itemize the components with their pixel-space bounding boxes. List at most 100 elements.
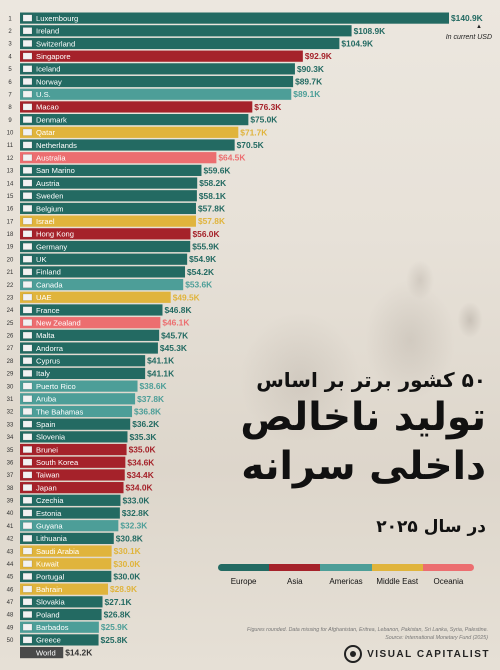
rank-number: 30	[7, 384, 14, 390]
bar-japan	[20, 482, 124, 494]
flag-icon	[22, 331, 33, 339]
value-label: $14.2K	[65, 648, 92, 658]
bar-luxembourg	[20, 12, 449, 24]
flag-icon	[22, 230, 33, 238]
value-label: $92.9K	[305, 51, 332, 61]
flag-icon	[22, 344, 33, 352]
bar-macao	[20, 101, 253, 113]
value-label: $55.9K	[192, 242, 219, 252]
value-label: $53.6K	[185, 280, 212, 290]
value-label: $75.0K	[250, 115, 277, 125]
rank-number: 47	[7, 600, 14, 606]
country-label: Hong Kong	[36, 230, 74, 239]
legend-swatch-americas	[320, 564, 372, 571]
flag-icon	[22, 90, 33, 98]
rank-number: 11	[7, 143, 14, 149]
bar-ireland	[20, 25, 352, 37]
value-label: $54.9K	[189, 254, 216, 264]
value-label: $64.5K	[218, 153, 245, 163]
rank-number: 39	[7, 499, 14, 505]
flag-icon	[22, 78, 33, 85]
bar-singapore	[20, 50, 303, 62]
bar-germany	[20, 240, 191, 253]
country-label: Israel	[36, 217, 55, 226]
rank-number: 35	[7, 448, 14, 454]
value-label: $37.8K	[137, 394, 164, 404]
bar-guyana	[20, 520, 119, 532]
value-label: $30.0K	[113, 559, 140, 569]
value-label: $27.1K	[105, 597, 132, 607]
rank-number: 20	[7, 257, 14, 263]
legend-label-oceania: Oceania	[433, 577, 464, 586]
rank-number: 45	[7, 575, 14, 581]
rank-number: 31	[7, 397, 14, 403]
value-label: $41.1K	[147, 368, 174, 378]
country-label: Qatar	[36, 128, 55, 137]
value-label: $89.1K	[293, 89, 320, 99]
rank-number: 46	[7, 587, 14, 593]
bar-world	[20, 647, 64, 659]
flag-icon	[22, 458, 33, 466]
flag-icon	[22, 572, 33, 580]
country-label: Spain	[36, 420, 55, 429]
country-label: Norway	[36, 77, 62, 86]
rank-number: 36	[7, 460, 14, 466]
rank-number: 41	[7, 524, 14, 530]
rank-number: 25	[7, 321, 14, 327]
rank-number: 16	[7, 207, 14, 213]
rank-number: 29	[7, 372, 14, 378]
country-label: The Bahamas	[36, 407, 83, 416]
legend-swatch-middle-east	[371, 564, 423, 571]
value-label: $57.8K	[198, 216, 225, 226]
value-label: $34.0K	[126, 483, 153, 493]
flag-icon	[22, 560, 33, 568]
flag-icon	[22, 217, 33, 225]
country-label: Slovakia	[36, 598, 65, 607]
bar-san-marino	[20, 164, 202, 176]
bar-france	[20, 304, 163, 316]
value-label: $46.8K	[164, 305, 191, 315]
bar-switzerland	[20, 37, 340, 50]
value-label: $38.6K	[140, 381, 167, 391]
bar-barbados	[20, 621, 99, 633]
flag-icon	[22, 407, 33, 415]
value-label: $35.3K	[129, 432, 156, 442]
flag-icon	[22, 623, 33, 631]
flag-icon	[22, 243, 33, 250]
visual-capitalist-logo-icon	[344, 645, 363, 663]
bar-andorra	[20, 342, 158, 354]
country-label: Luxembourg	[36, 14, 78, 23]
country-label: France	[36, 306, 60, 315]
country-label: Singapore	[36, 52, 71, 61]
bar-czechia	[20, 494, 121, 506]
value-label: $104.9K	[341, 38, 373, 48]
bar-lithuania	[20, 532, 114, 544]
rank-number: 24	[7, 308, 14, 314]
bar-italy	[20, 367, 146, 380]
caret-up-icon: ▲	[476, 24, 482, 30]
country-label: Macao	[36, 103, 59, 112]
bar-taiwan	[20, 469, 125, 481]
legend-label-americas: Americas	[329, 577, 363, 586]
flag-icon	[22, 52, 33, 60]
rank-number: 28	[7, 359, 14, 365]
brand-logo: VISUAL CAPITALIST	[344, 645, 490, 663]
flag-icon	[22, 471, 33, 479]
legend-swatch-oceania	[422, 564, 474, 571]
bar-uae	[20, 291, 171, 303]
rank-number: 2	[8, 29, 12, 35]
bar-austria	[20, 177, 198, 189]
rank-number: 40	[7, 511, 14, 517]
country-label: Austria	[36, 179, 60, 188]
rank-number: 33	[7, 422, 14, 428]
bar-estonia	[20, 507, 120, 519]
country-label: Greece	[36, 636, 61, 645]
bar-new-zealand	[20, 317, 161, 329]
flag-icon	[22, 382, 33, 390]
rank-number: 5	[8, 67, 12, 73]
title-line-2: تولید ناخالص	[240, 395, 486, 440]
bar-hong-kong	[20, 228, 191, 240]
bar-denmark	[20, 114, 249, 126]
bar-uk	[20, 253, 188, 265]
